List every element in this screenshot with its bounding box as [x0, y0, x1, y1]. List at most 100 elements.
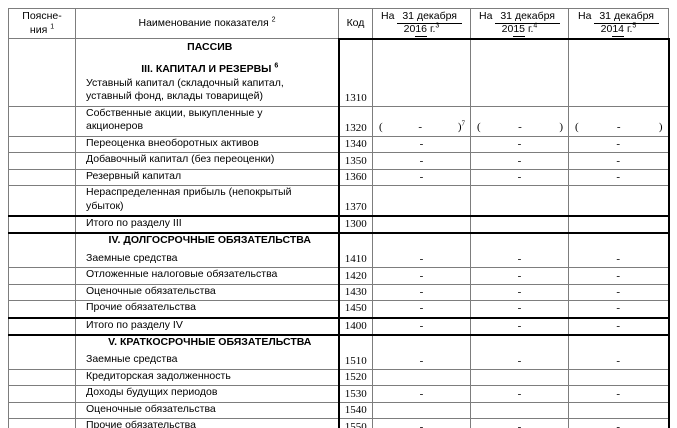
value-cell-2014: - — [568, 283, 670, 302]
value-cell-2016: - — [372, 232, 471, 269]
year-line-2014: 2014 г.5 — [570, 23, 668, 38]
notes-cell — [8, 418, 76, 428]
code-cell: 1320 — [337, 105, 373, 137]
row-1370: Нераспределенная прибыль (непокрытый убы… — [8, 185, 670, 217]
date-underlined: 31 декабря — [397, 10, 462, 25]
value-cell-2016: - — [372, 385, 471, 403]
row-1550: Прочие обязательства 1550 - - - — [8, 418, 670, 428]
row-1540: Оценочные обязательства 1540 — [8, 401, 670, 420]
row-1300-total: Итого по разделу III 1300 — [8, 214, 670, 235]
paren-open: ( — [575, 120, 579, 133]
value-cell-2014 — [568, 214, 670, 235]
value-cell-2014: - — [568, 316, 670, 337]
header-notes: Поясне- ния 1 — [8, 8, 76, 39]
header-code: Код — [338, 8, 373, 39]
dash-value: - — [518, 120, 522, 133]
value-cell-2014 — [568, 368, 670, 387]
year-digits: 16 — [415, 23, 428, 38]
footnote-ref-4: 4 — [533, 22, 538, 30]
notes-cell — [8, 214, 76, 235]
row-1320-name-line2: акционеров — [86, 120, 144, 133]
value-cell-2014: - — [568, 334, 670, 370]
date-line-2014: На 31 декабря — [570, 10, 668, 25]
row-1370-name-line1: Нераспределенная прибыль (непокрытый — [86, 186, 292, 199]
header-date-2015: На 31 декабря 2015 г.4 — [470, 8, 569, 39]
name-cell: Прочие обязательства — [75, 300, 339, 319]
row-section3-1310: ПАССИВ III. КАПИТАЛ И РЕЗЕРВЫ 6 Уставный… — [8, 37, 670, 107]
notes-cell — [8, 135, 76, 154]
footnote-ref-1: 1 — [50, 23, 55, 30]
value-cell-2015: - — [470, 168, 569, 187]
notes-cell — [8, 105, 76, 137]
row-1520: Кредиторская задолженность 1520 — [8, 368, 670, 387]
value-cell-2015: - — [470, 267, 569, 285]
name-cell: ПАССИВ III. КАПИТАЛ И РЕЗЕРВЫ 6 Уставный… — [75, 38, 339, 107]
row-1450: Прочие обязательства 1450 - - - — [8, 300, 670, 319]
paren-value: (-) — [570, 120, 667, 135]
date-line-2016: На 31 декабря — [374, 10, 470, 25]
paren-value: (-) — [472, 120, 568, 135]
paren-open: ( — [379, 120, 383, 133]
year-prefix: 20 — [501, 23, 514, 36]
notes-cell — [8, 334, 76, 370]
value-cell-2015 — [470, 185, 569, 217]
row-1340: Переоценка внеоборотных активов 1340 - -… — [8, 135, 670, 154]
paren-open: ( — [477, 120, 481, 133]
value-cell-2016 — [372, 185, 471, 217]
notes-cell — [8, 300, 76, 319]
date-prefix: На — [478, 10, 493, 23]
name-cell: Оценочные обязательства — [75, 401, 339, 420]
value-cell-2014 — [568, 401, 670, 420]
name-cell: Итого по разделу IV — [75, 316, 339, 337]
value-cell-2016 — [372, 368, 471, 387]
code-cell: 1360 — [337, 168, 373, 187]
header-date-2016: На 31 декабря 2016 г.3 — [372, 8, 471, 39]
year-suffix: г. — [429, 23, 436, 36]
year-line-2016: 2016 г.3 — [374, 23, 470, 38]
value-cell-2014: - — [568, 152, 670, 170]
value-cell-2016: - — [372, 267, 471, 285]
year-digits: 14 — [612, 23, 625, 38]
value-cell-2015: - — [470, 152, 569, 170]
code-cell: 1300 — [337, 214, 373, 235]
year-prefix: 20 — [600, 23, 613, 36]
paren-close-group: )7 — [458, 120, 465, 134]
notes-cell — [8, 267, 76, 285]
code-cell: 1430 — [337, 283, 373, 302]
row-1420: Отложенные налоговые обязательства 1420 … — [8, 267, 670, 285]
name-cell: Кредиторская задолженность — [75, 368, 339, 387]
value-cell-2016 — [372, 401, 471, 420]
name-cell: Оценочные обязательства — [75, 283, 339, 302]
dash-value: - — [616, 120, 621, 133]
header-notes-text: ния — [29, 23, 48, 36]
value-cell-2016: - — [372, 168, 471, 187]
value-cell-2015: (-) — [470, 105, 569, 137]
year-digits: 15 — [513, 23, 526, 38]
value-cell-2015: - — [470, 385, 569, 403]
value-cell-2015 — [470, 37, 569, 107]
value-cell-2016: - — [372, 152, 471, 170]
value-cell-2015: - — [470, 418, 569, 428]
section5-title: V. КРАТКОСРОЧНЫЕ ОБЯЗАТЕЛЬСТВА — [108, 336, 312, 348]
code-cell: 1370 — [337, 185, 373, 217]
notes-cell — [8, 185, 76, 217]
code-cell: 1410 — [337, 232, 373, 269]
date-line-2015: На 31 декабря — [472, 10, 568, 25]
row-1510-name: Заемные средства — [86, 353, 178, 366]
row-1320-name-line1: Собственные акции, выкупленные у — [86, 106, 263, 119]
code-cell: 1530 — [337, 385, 373, 403]
notes-cell — [8, 283, 76, 302]
header-notes-line2: ния 1 — [10, 23, 75, 37]
year-suffix: г. — [626, 23, 633, 36]
notes-cell — [8, 38, 76, 107]
row-1320: Собственные акции, выкупленные у акционе… — [8, 105, 670, 137]
value-cell-2016: - — [372, 334, 471, 370]
header-date-2014: На 31 декабря 2014 г.5 — [568, 8, 669, 39]
code-cell: 1450 — [337, 300, 373, 319]
value-cell-2015: - — [470, 135, 569, 154]
header-indicator-name: Наименование показателя 2 — [75, 8, 339, 39]
value-cell-2014 — [568, 37, 670, 107]
section3-title: III. КАПИТАЛ И РЕЗЕРВЫ 6 — [86, 63, 334, 76]
code-cell: 1350 — [337, 152, 373, 170]
